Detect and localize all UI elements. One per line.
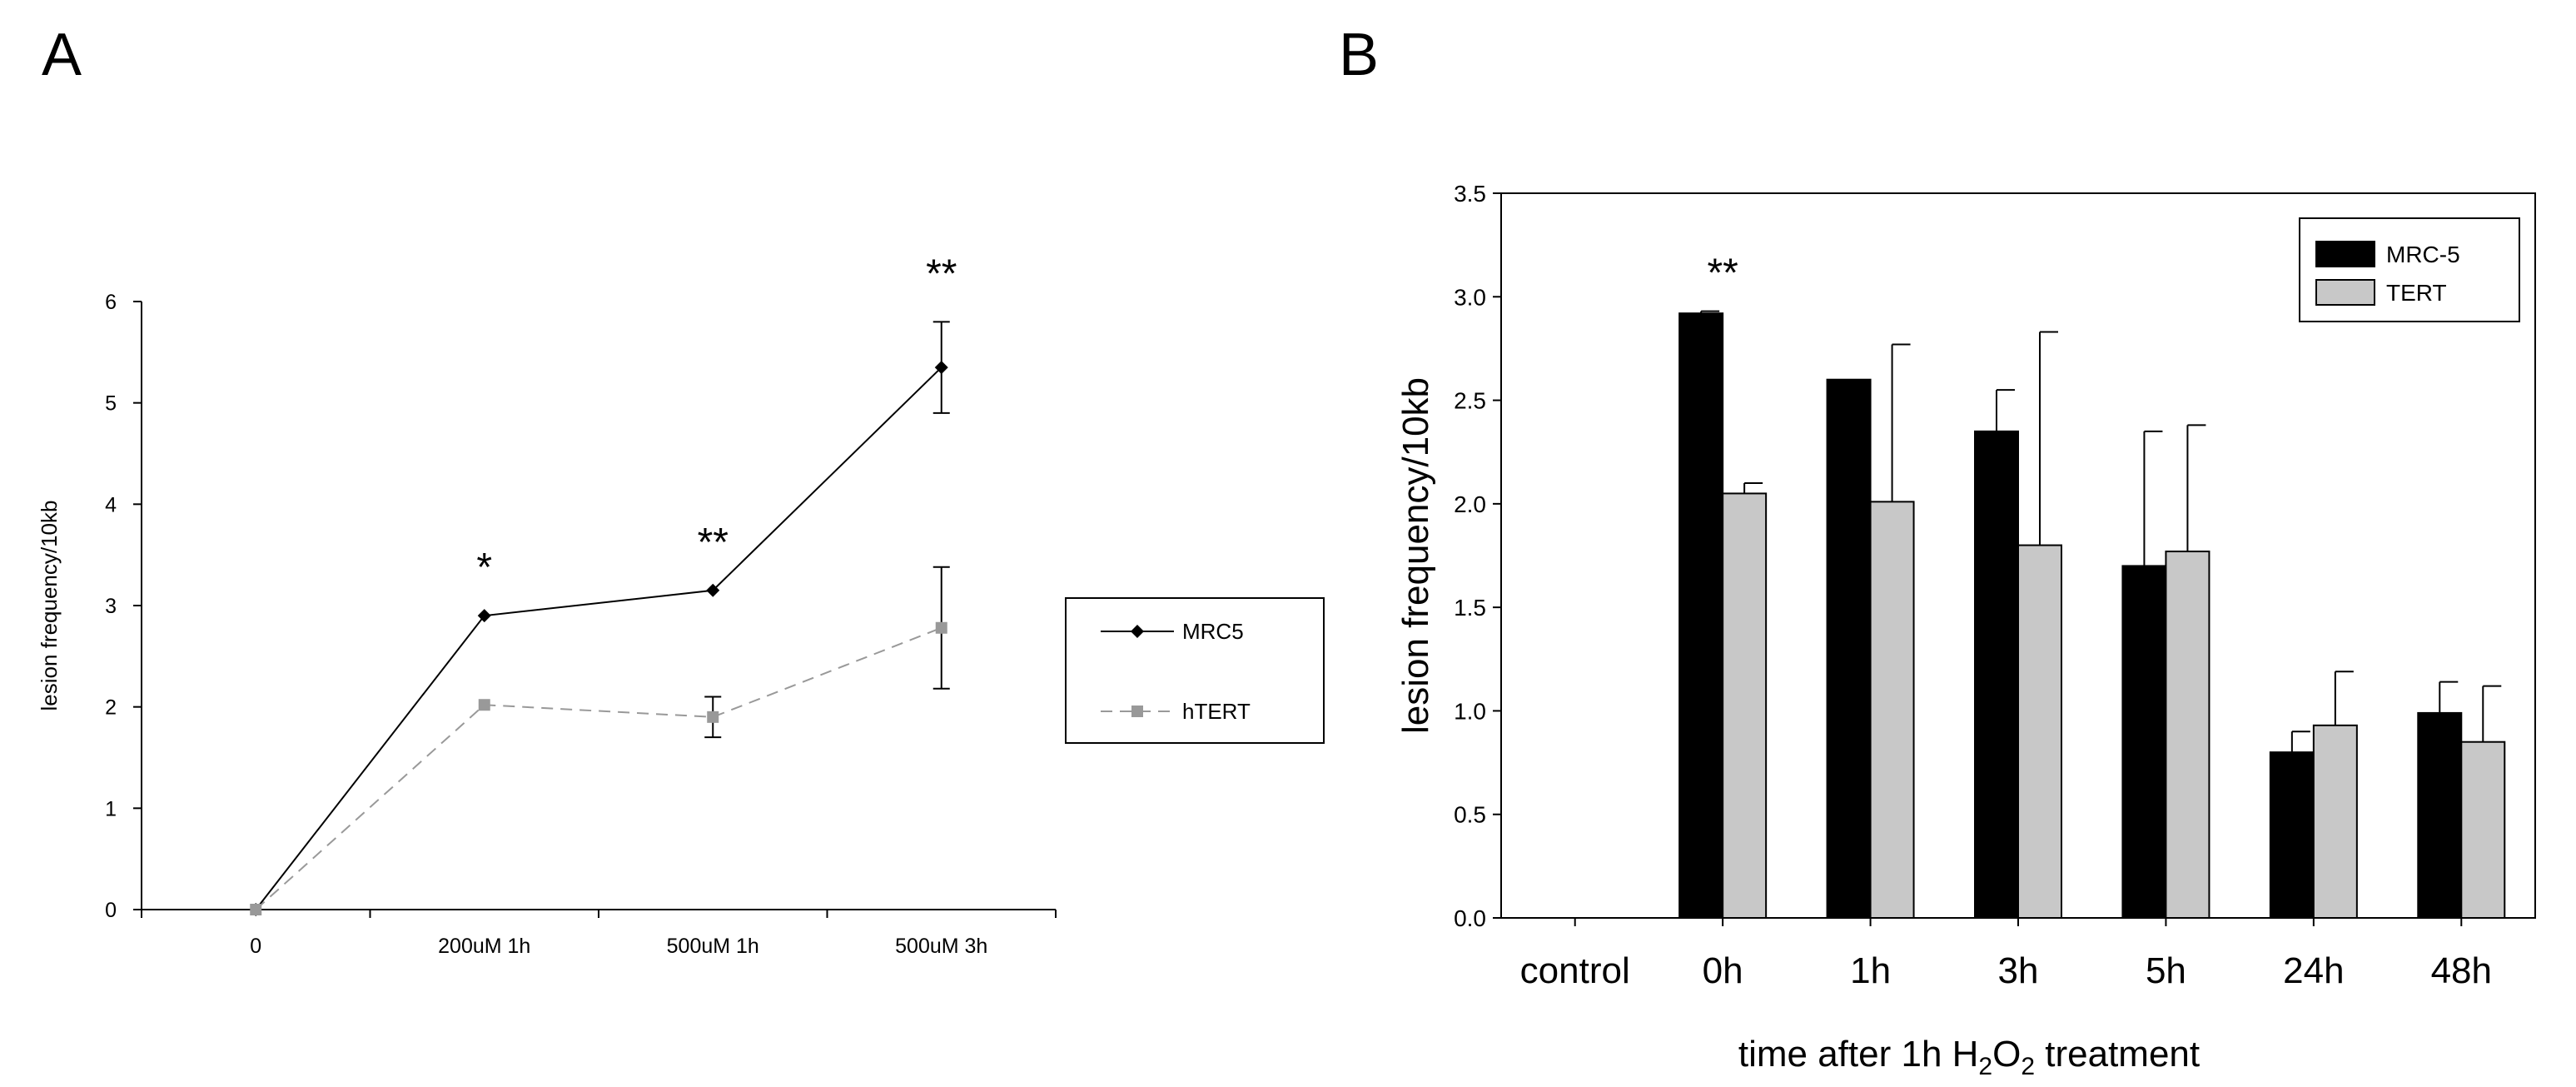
chart-a-legend-marker — [1131, 625, 1144, 638]
chart-b: lesion frequency/10kb time after 1h H2O2… — [1395, 181, 2536, 1080]
chart-a-legend-marker — [1131, 706, 1143, 717]
chart-b-bar-mrc-5 — [1678, 312, 1724, 919]
chart-b-x-label: time after 1h H2O2 treatment — [1738, 1034, 2200, 1080]
panel-label-a: A — [42, 22, 82, 88]
chart-b-x-tick-label: 1h — [1850, 950, 1891, 991]
chart-a-y-tick-label: 4 — [105, 493, 117, 516]
chart-a-point-mrc5 — [934, 361, 948, 375]
chart-a-series-line-mrc5 — [255, 366, 942, 910]
chart-a-point-htert — [707, 711, 719, 723]
chart-b-bar-mrc-5 — [1974, 430, 2019, 919]
chart-a-x-tick-label: 500uM 1h — [667, 935, 759, 958]
chart-b-x-tick-label: 0h — [1703, 950, 1743, 991]
chart-b-legend-label: TERT — [2386, 280, 2447, 306]
chart-b-y-tick-label: 1.5 — [1454, 595, 1486, 621]
chart-a-y-tick-label: 3 — [105, 595, 117, 618]
chart-b-y-tick-label: 3.0 — [1454, 284, 1486, 310]
chart-a-x-tick-label: 200uM 1h — [438, 935, 530, 958]
chart-b-y-tick-label: 2.5 — [1454, 388, 1486, 414]
chart-a-series-line-htert — [255, 626, 942, 910]
chart-b-bar-tert — [2312, 724, 2358, 919]
chart-b-y-tick-label: 1.0 — [1454, 698, 1486, 724]
chart-b-x-tick-label: 3h — [1998, 950, 2039, 991]
chart-b-x-tick-label: 48h — [2431, 950, 2492, 991]
chart-a-point-htert — [250, 904, 262, 915]
chart-b-x-tick-label: 5h — [2146, 950, 2186, 991]
chart-a-x-tick-label: 0 — [250, 935, 261, 958]
chart-b-legend-box — [2299, 217, 2520, 322]
chart-a-y-tick-label: 6 — [105, 291, 117, 314]
chart-a-x-tick-label: 500uM 3h — [895, 935, 987, 958]
chart-a-y-tick-label: 0 — [105, 899, 117, 922]
chart-a-y-tick-label: 2 — [105, 696, 117, 720]
chart-b-y-tick-label: 2.0 — [1454, 491, 1486, 517]
panel-label-b: B — [1339, 22, 1379, 88]
chart-b-legend-label: MRC-5 — [2386, 242, 2460, 267]
chart-b-significance-label: ** — [1707, 252, 1738, 296]
chart-b-bar-mrc-5 — [2121, 565, 2167, 920]
chart-b-legend-swatch-mrc-5 — [2315, 241, 2375, 267]
chart-a-significance-label: ** — [926, 252, 957, 296]
chart-b-bar-tert — [1722, 492, 1768, 920]
chart-b-bar-tert — [2017, 544, 2062, 919]
chart-a-point-mrc5 — [706, 583, 720, 597]
chart-b-legend-swatch-tert — [2315, 279, 2375, 306]
chart-b-bar-tert — [1869, 501, 1915, 919]
chart-b-x-tick-label: 24h — [2283, 950, 2344, 991]
chart-a-y-tick-label: 5 — [105, 392, 117, 416]
chart-a-significance-label: * — [476, 546, 492, 590]
chart-a-legend-label: MRC5 — [1182, 619, 1244, 644]
chart-b-y-tick-label: 3.5 — [1454, 181, 1486, 207]
chart-a-legend-label: hTERT — [1182, 699, 1251, 724]
chart-b-bar-mrc-5 — [2417, 711, 2463, 920]
chart-a: lesion frequency/10kb 0 1 2 3 4 5 6 0 200uM 1h 5… — [37, 252, 1325, 958]
chart-a-legend-box — [1065, 597, 1325, 744]
chart-a-significance-label: ** — [698, 521, 729, 565]
chart-a-y-tick-label: 1 — [105, 797, 117, 820]
chart-a-point-mrc5 — [477, 609, 491, 623]
chart-b-x-tick-label: control — [1520, 950, 1630, 991]
chart-b-y-label: lesion frequency/10kb — [1395, 377, 1436, 734]
chart-b-bar-mrc-5 — [2269, 751, 2315, 920]
chart-b-bar-tert — [2165, 551, 2210, 919]
chart-b-bar-mrc-5 — [1826, 378, 1872, 919]
chart-b-bar-tert — [2460, 740, 2506, 920]
chart-b-y-tick-label: 0.0 — [1454, 905, 1486, 931]
chart-a-point-htert — [478, 699, 490, 711]
chart-a-y-label: lesion frequency/10kb — [37, 501, 62, 711]
chart-a-point-htert — [935, 621, 947, 634]
chart-b-y-tick-label: 0.5 — [1454, 802, 1486, 828]
